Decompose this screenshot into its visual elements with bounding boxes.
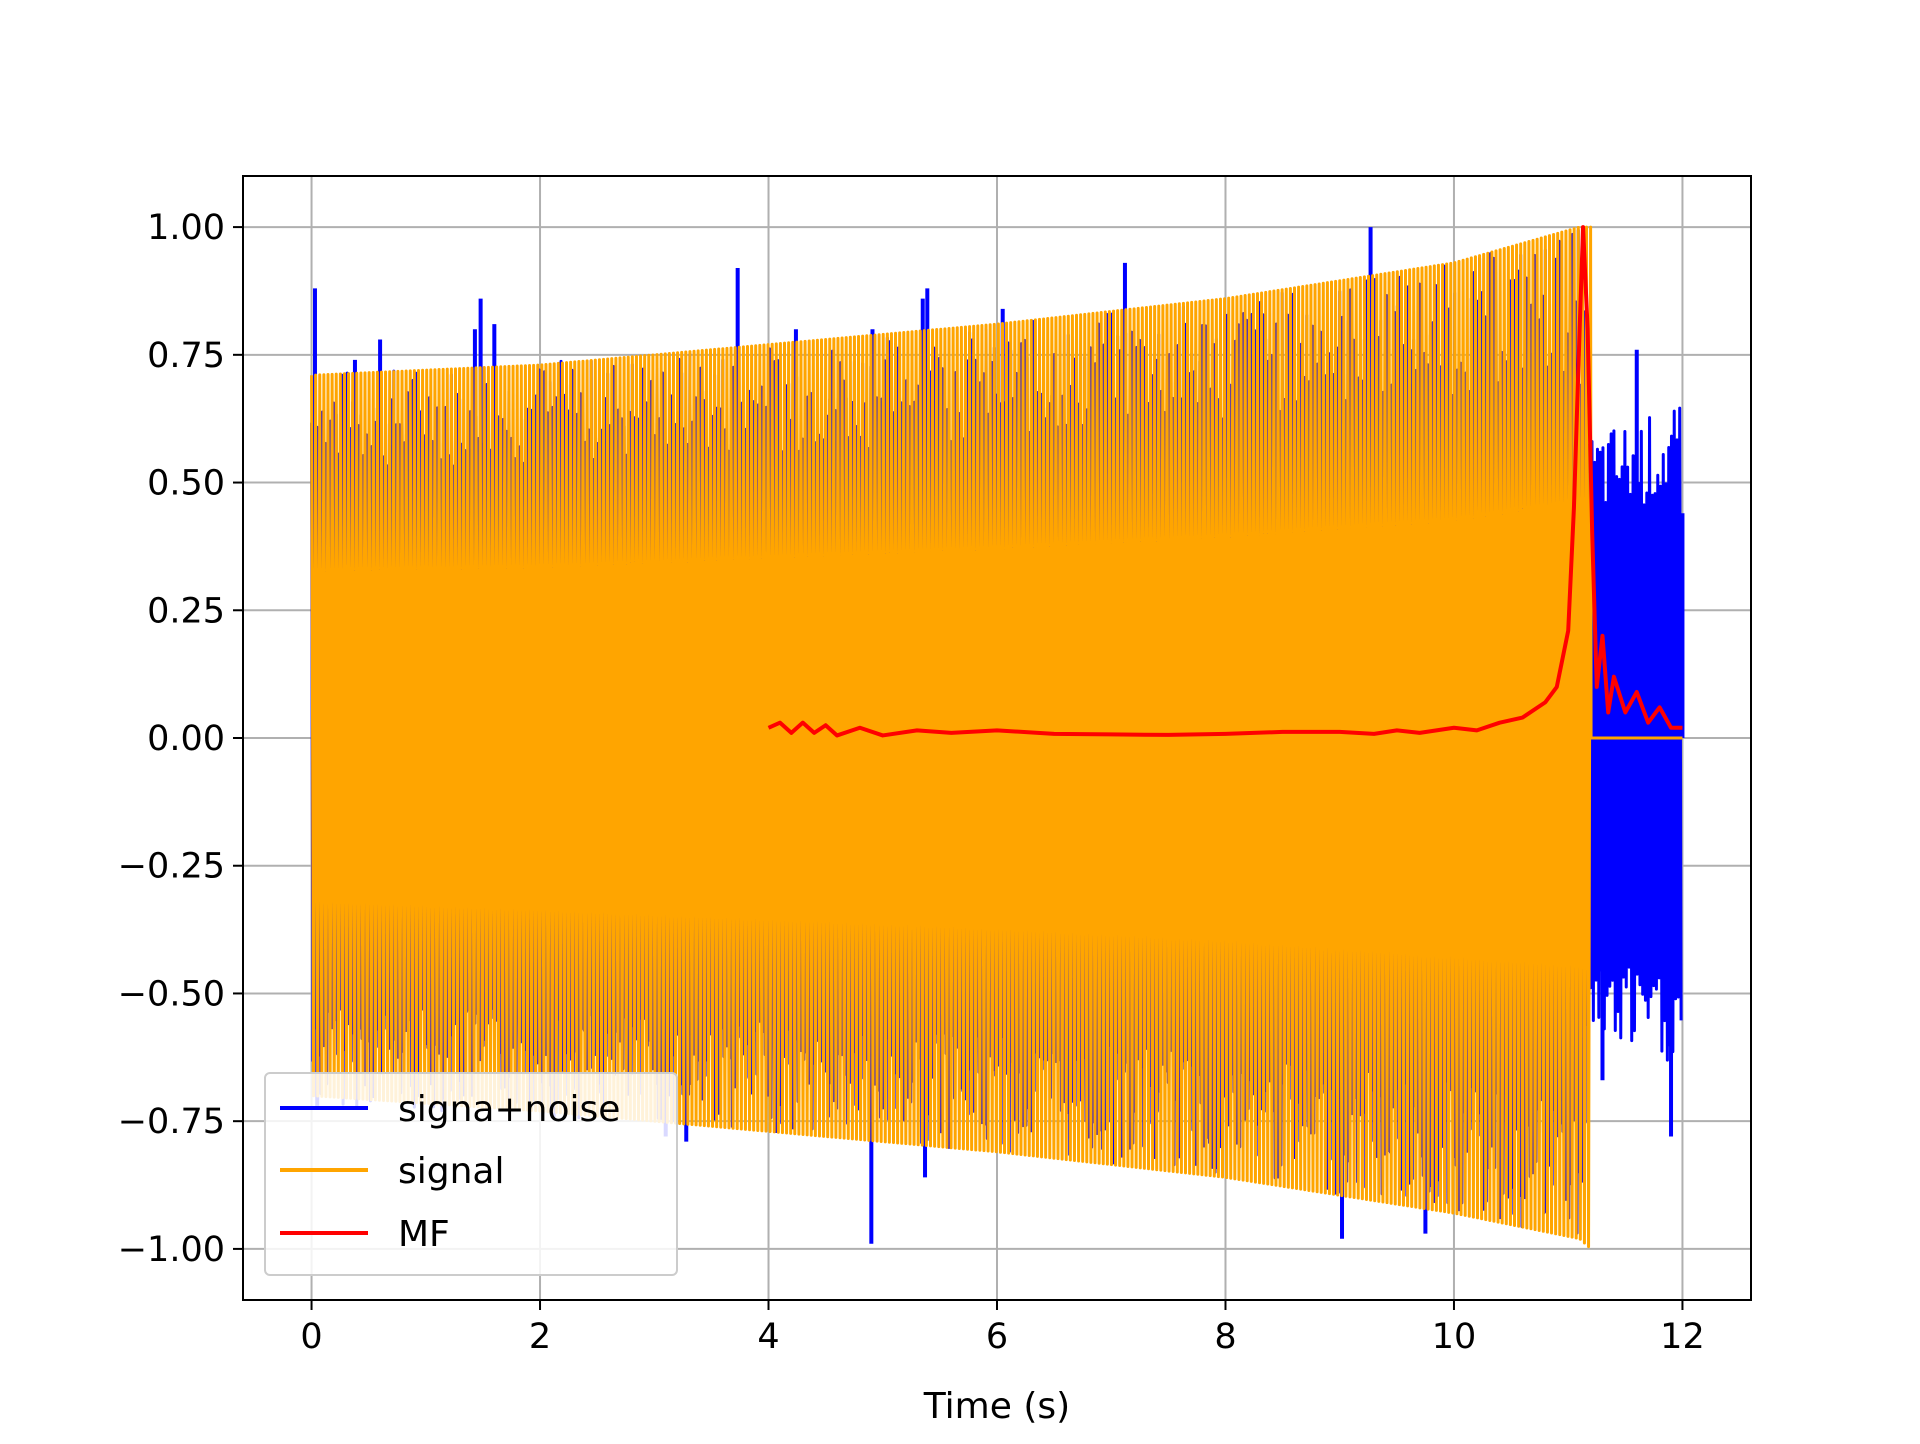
series-layer — [310, 225, 1685, 1249]
legend: signa+noise signal MF — [264, 1072, 678, 1276]
y-tick-label: 0.00 — [147, 719, 225, 759]
y-tick-label: 0.25 — [147, 591, 225, 631]
series-mf-line — [767, 225, 1683, 738]
y-tick-label: −0.25 — [118, 847, 225, 887]
legend-label-signal: signal — [398, 1151, 505, 1192]
x-tick-label: 10 — [1432, 1317, 1477, 1357]
series-signal — [310, 225, 1683, 1249]
x-axis-label: Time (s) — [923, 1386, 1070, 1427]
x-tick-label: 4 — [757, 1317, 779, 1357]
legend-box — [264, 1072, 678, 1276]
x-tick-label: 8 — [1214, 1317, 1236, 1357]
series-signal-line — [310, 225, 1683, 1249]
series-mf — [767, 225, 1683, 738]
x-tick-label: 0 — [300, 1317, 322, 1357]
x-tick-label: 12 — [1660, 1317, 1705, 1357]
y-tick-label: 0.50 — [147, 464, 225, 504]
y-tick-label: 1.00 — [147, 208, 225, 248]
y-tick-label: 0.75 — [147, 336, 225, 376]
y-tick-label: −1.00 — [118, 1230, 225, 1270]
axis-ticks: 0 2 4 6 8 10 12 1.00 0.75 0.50 0.25 0.00 −0.25 −0.50 −… — [118, 208, 1705, 1357]
legend-label-mf: MF — [398, 1214, 450, 1255]
y-tick-label: −0.50 — [118, 974, 225, 1014]
x-tick-label: 2 — [529, 1317, 551, 1357]
legend-label-signa-noise: signa+noise — [398, 1089, 620, 1130]
y-tick-label: −0.75 — [118, 1102, 225, 1142]
x-tick-label: 6 — [986, 1317, 1008, 1357]
